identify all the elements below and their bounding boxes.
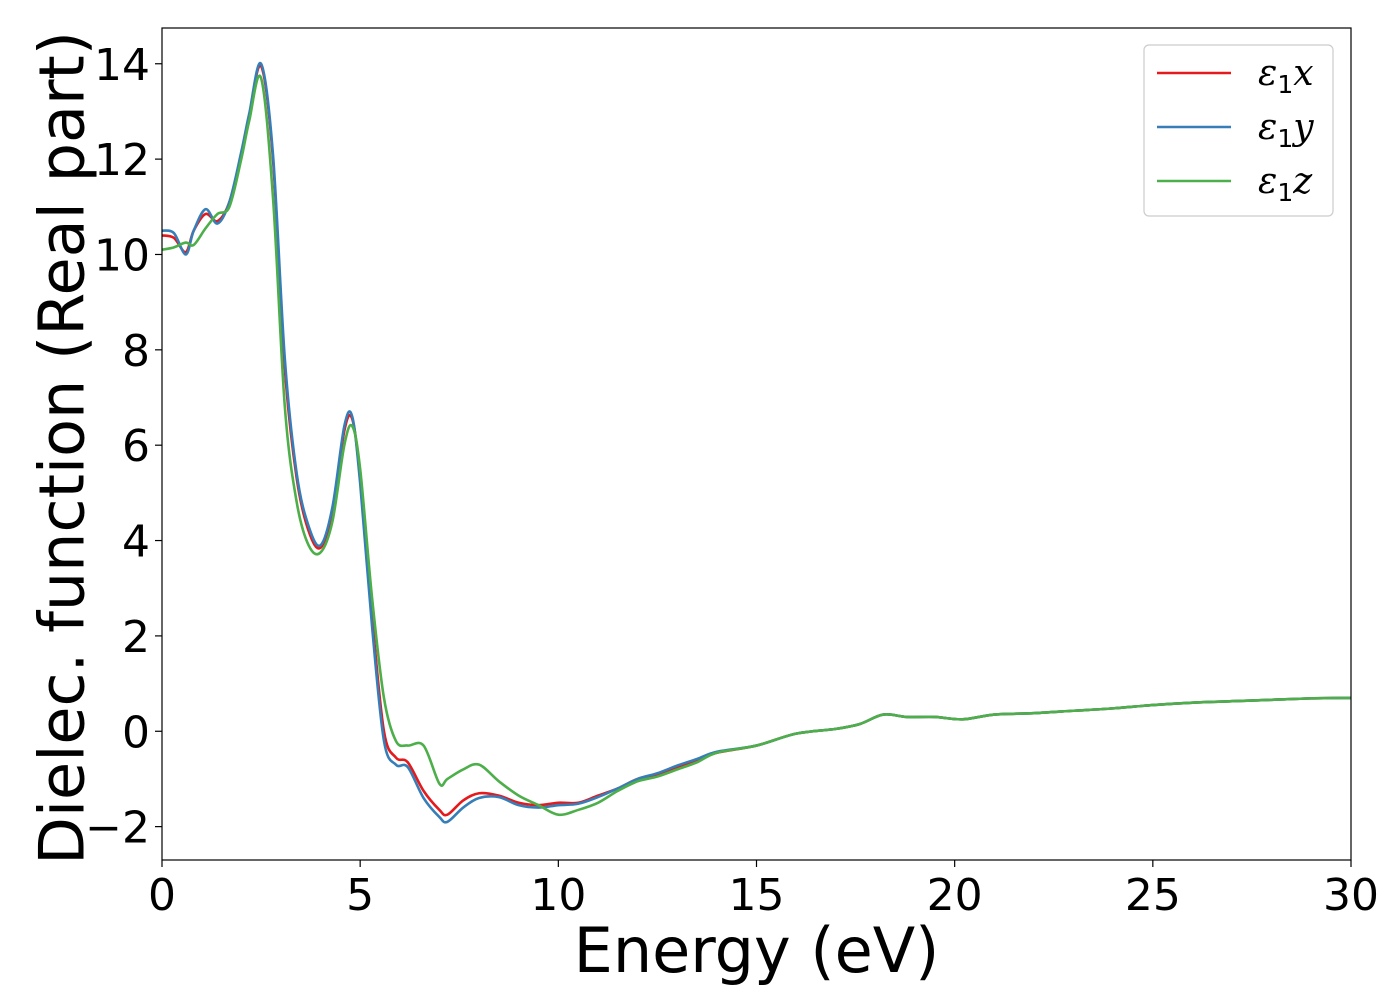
- x-tick-label: 5: [346, 870, 374, 921]
- legend-label-variable: z: [1292, 161, 1313, 202]
- x-tick-label: 10: [530, 870, 586, 921]
- x-tick-label: 15: [729, 870, 785, 921]
- y-tick-label: 8: [122, 326, 150, 377]
- plot-lines: [162, 61, 1351, 824]
- legend-label-base: ε: [1258, 161, 1277, 202]
- x-tick-label: 0: [148, 870, 176, 921]
- legend-box: [1143, 44, 1334, 217]
- legend-label-subscript: 1: [1277, 178, 1293, 207]
- y-axis-label: Dielec. function (Real part): [26, 31, 99, 865]
- x-tick-label: 25: [1125, 870, 1181, 921]
- legend-label-subscript: 1: [1277, 124, 1293, 153]
- y-tick-label: 4: [122, 517, 150, 568]
- legend-label-y: ε1y: [1258, 107, 1314, 153]
- x-axis-label: Energy (eV): [574, 914, 940, 987]
- y-tick-label: −2: [85, 803, 150, 854]
- y-axis-ticks: −2 0 2 4 6 8 10 12 14: [85, 40, 162, 854]
- legend-label-x: ε1x: [1258, 53, 1314, 99]
- y-tick-label: 12: [94, 135, 150, 186]
- legend-label-variable: x: [1293, 53, 1313, 94]
- legend-label-variable: y: [1291, 107, 1314, 148]
- legend-label-subscript: 1: [1277, 70, 1293, 99]
- legend-label-z: ε1z: [1258, 161, 1313, 207]
- series-line-z: [162, 74, 1351, 817]
- x-tick-label: 30: [1323, 870, 1379, 921]
- x-tick-label: 20: [927, 870, 983, 921]
- x-axis-ticks: 0 5 10 15 20 25 30: [148, 860, 1379, 921]
- y-tick-label: 6: [122, 421, 150, 472]
- legend-label-base: ε: [1258, 107, 1277, 148]
- y-tick-label: 0: [122, 707, 150, 758]
- y-tick-label: 2: [122, 612, 150, 663]
- y-tick-label: 10: [94, 230, 150, 281]
- legend-label-base: ε: [1258, 53, 1277, 94]
- y-tick-label: 14: [94, 40, 150, 91]
